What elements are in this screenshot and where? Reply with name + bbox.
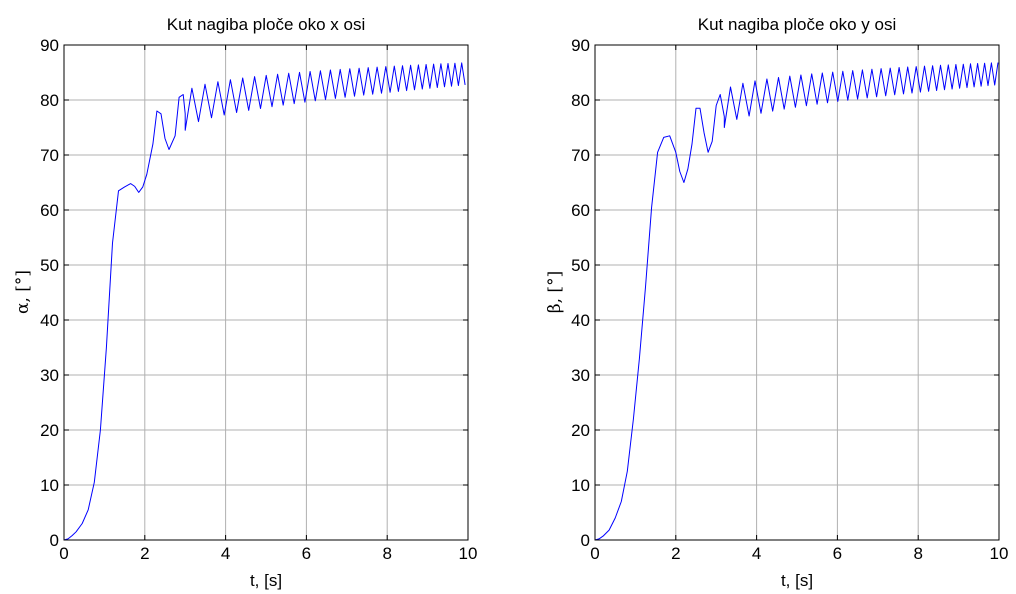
y-tick-label: 10 [40, 476, 59, 495]
x-tick-label: 10 [990, 544, 1009, 563]
y-tick-label: 30 [40, 366, 59, 385]
y-tick-label: 20 [40, 421, 59, 440]
x-tick-label: 0 [590, 544, 599, 563]
chart-title: Kut nagiba ploče oko x osi [167, 15, 365, 34]
ticks: 0 2 4 6 8 10 0 10 20 30 40 50 60 70 80 90 [40, 36, 477, 563]
series [594, 62, 999, 541]
y-tick-label: 30 [571, 366, 590, 385]
plot-frame [63, 44, 469, 541]
y-tick-label: 0 [581, 531, 590, 550]
x-axis-label: t, [s] [250, 571, 282, 590]
y-tick-label: 40 [571, 311, 590, 330]
ticks: 0 2 4 6 8 10 0 10 20 30 40 50 60 70 80 90 [571, 36, 1008, 563]
y-tick-label: 0 [50, 531, 59, 550]
x-tick-label: 6 [302, 544, 311, 563]
y-tick-label: 70 [571, 146, 590, 165]
series-line [594, 62, 999, 541]
x-axis-label: t, [s] [781, 571, 813, 590]
x-tick-label: 6 [833, 544, 842, 563]
plot-frame [594, 44, 1000, 541]
y-tick-label: 80 [40, 91, 59, 110]
x-tick-label: 4 [221, 544, 230, 563]
y-tick-label: 90 [571, 36, 590, 55]
chart-y-axis-tilt: Kut nagiba ploče oko y osi t, [s] β, [°]… [545, 15, 1008, 590]
x-tick-label: 8 [382, 544, 391, 563]
chart-x-axis-tilt: Kut nagiba ploče oko x osi t, [s] α, [°]… [13, 15, 477, 590]
x-tick-label: 4 [752, 544, 761, 563]
x-tick-label: 0 [59, 544, 68, 563]
y-tick-label: 10 [571, 476, 590, 495]
y-tick-label: 60 [571, 201, 590, 220]
y-tick-label: 50 [40, 256, 59, 275]
series-line [63, 62, 466, 541]
series [63, 62, 466, 541]
x-tick-label: 2 [140, 544, 149, 563]
grid [595, 45, 999, 540]
y-tick-label: 70 [40, 146, 59, 165]
chart-title: Kut nagiba ploče oko y osi [698, 15, 896, 34]
x-tick-label: 8 [913, 544, 922, 563]
x-tick-label: 10 [459, 544, 478, 563]
x-tick-label: 2 [671, 544, 680, 563]
y-tick-label: 50 [571, 256, 590, 275]
y-tick-label: 90 [40, 36, 59, 55]
y-tick-label: 60 [40, 201, 59, 220]
y-tick-label: 80 [571, 91, 590, 110]
y-axis-label: β, [°] [545, 271, 565, 313]
y-tick-label: 20 [571, 421, 590, 440]
y-axis-label: α, [°] [13, 270, 33, 314]
y-tick-label: 40 [40, 311, 59, 330]
grid [64, 45, 468, 540]
